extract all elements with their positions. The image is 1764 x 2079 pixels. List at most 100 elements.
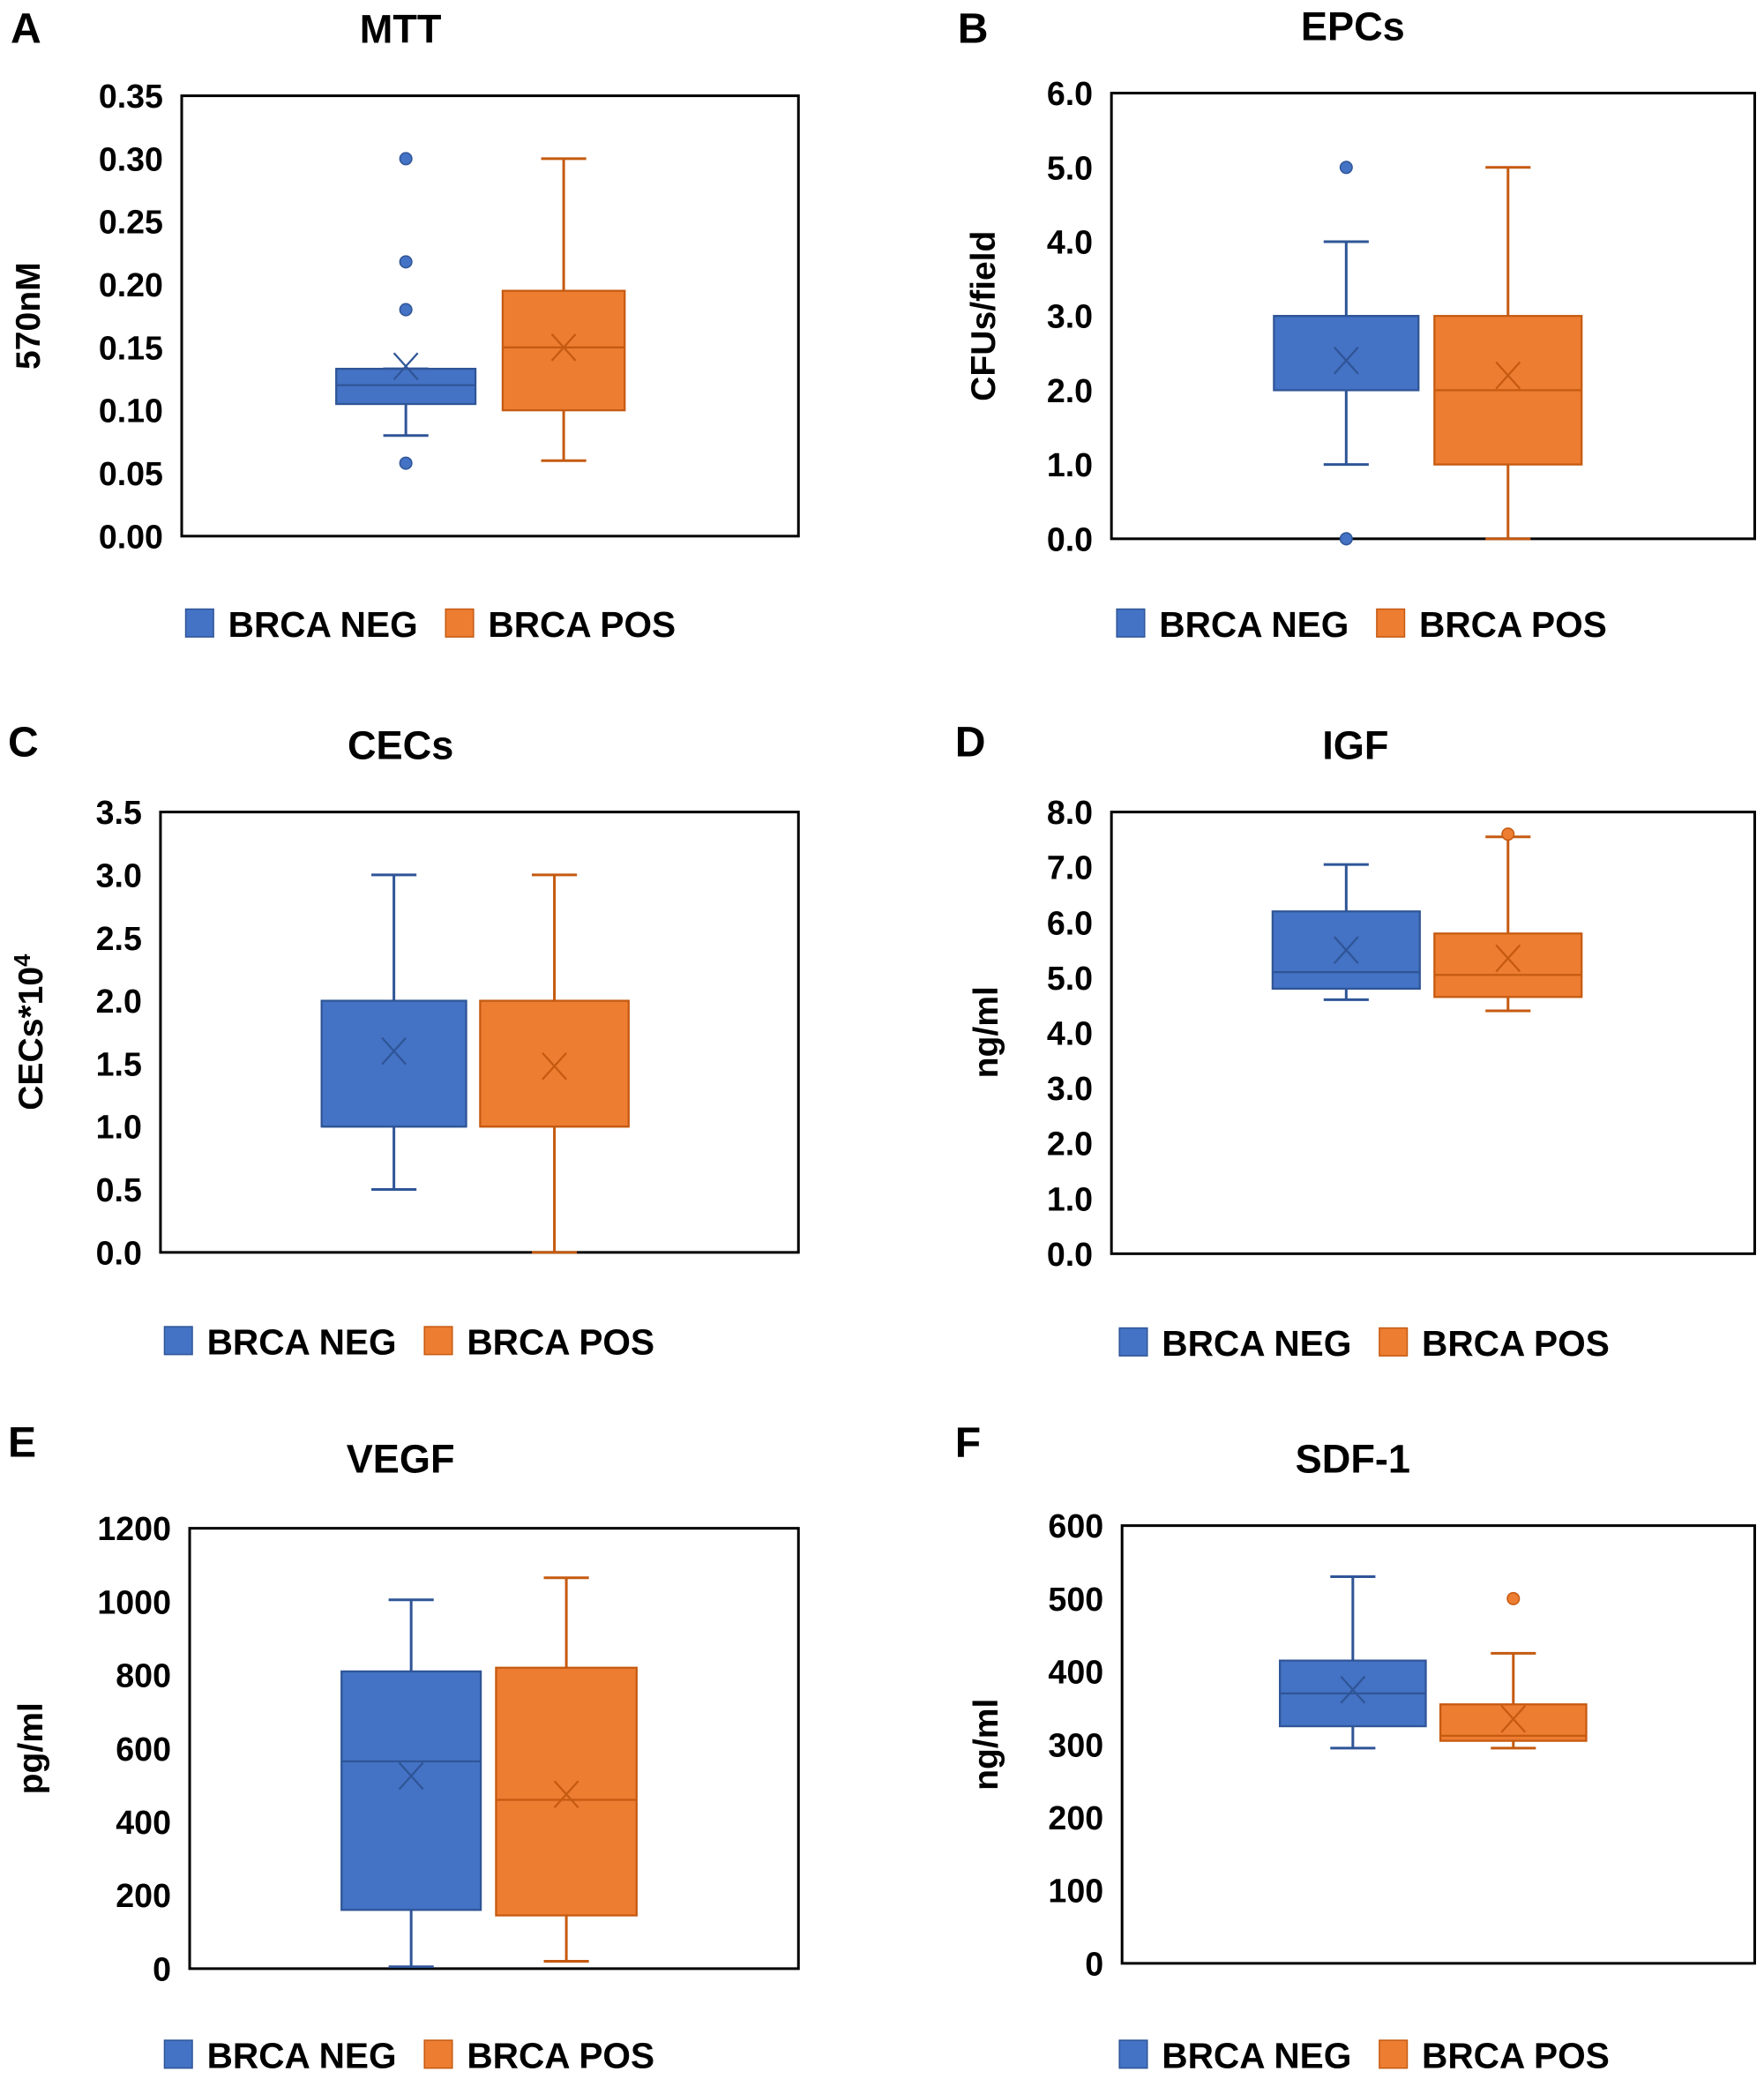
panel-letter: C bbox=[8, 718, 39, 766]
plot-frame bbox=[1110, 92, 1756, 541]
legend-swatch bbox=[1379, 2039, 1409, 2069]
y-axis-label: CECs*104 bbox=[11, 953, 50, 1111]
legend-swatch bbox=[1379, 1327, 1409, 1357]
y-tick-label: 4.0 bbox=[1047, 1015, 1093, 1052]
iqr-box bbox=[501, 289, 626, 412]
legend-label: BRCA POS bbox=[488, 604, 676, 645]
y-tick-label: 1.0 bbox=[96, 1109, 142, 1146]
legend-swatch bbox=[163, 2039, 193, 2069]
legend-item-brca-neg: BRCA NEG bbox=[163, 1322, 397, 1363]
y-tick-label: 200 bbox=[116, 1877, 171, 1914]
outlier-point bbox=[1501, 827, 1515, 841]
legend-label: BRCA POS bbox=[1422, 1323, 1610, 1364]
mean-marker bbox=[1333, 346, 1359, 375]
y-axis-label: pg/ml bbox=[12, 1702, 50, 1794]
mean-marker bbox=[1495, 361, 1521, 390]
iqr-box bbox=[335, 367, 477, 406]
y-tick-label: 0.20 bbox=[99, 266, 163, 303]
plot-frame bbox=[159, 811, 800, 1254]
y-axis-label: ng/ml bbox=[968, 986, 1005, 1078]
y-tick-label: 800 bbox=[116, 1657, 171, 1694]
y-axis-label: CFUs/field bbox=[965, 231, 1003, 401]
y-tick-label: 200 bbox=[1048, 1799, 1103, 1836]
y-tick-label: 6.0 bbox=[1047, 904, 1093, 941]
panel-letter: B bbox=[958, 4, 989, 52]
y-tick-label: 8.0 bbox=[1047, 794, 1093, 831]
box-brca-pos bbox=[1439, 1591, 1588, 1750]
legend-item-brca-neg: BRCA NEG bbox=[163, 2036, 397, 2076]
plot-frame bbox=[188, 1527, 800, 1971]
y-tick-label: 6.0 bbox=[1047, 75, 1093, 112]
panel-letter: F bbox=[955, 1418, 981, 1466]
y-axis-label-superscript: 4 bbox=[11, 953, 35, 967]
legend-label: BRCA NEG bbox=[1159, 604, 1349, 645]
mean-marker bbox=[1333, 936, 1359, 964]
legend-label: BRCA POS bbox=[1419, 604, 1607, 645]
chart-title: EPCs bbox=[1301, 4, 1405, 49]
panel-E: E VEGF pg/ml 0 200 400 600 800 1000 1200 BRCA NEG B… bbox=[8, 1418, 800, 2076]
y-tick-label: 400 bbox=[116, 1804, 171, 1841]
y-axis-label: ng/ml bbox=[968, 1699, 1005, 1791]
outlier-point bbox=[1506, 1591, 1521, 1605]
outlier-point bbox=[399, 456, 413, 470]
y-tick-label: 5.0 bbox=[1047, 960, 1093, 997]
outlier-point bbox=[1339, 161, 1353, 175]
chart-title: CECs bbox=[348, 722, 453, 767]
y-tick-label: 500 bbox=[1048, 1581, 1103, 1618]
iqr-box bbox=[320, 999, 467, 1128]
y-tick-label: 2.0 bbox=[96, 983, 142, 1020]
y-tick-label: 3.0 bbox=[1047, 1070, 1093, 1107]
mean-marker bbox=[398, 1761, 424, 1791]
y-tick-label: 0.10 bbox=[99, 393, 163, 430]
mean-marker bbox=[1495, 944, 1521, 973]
iqr-box bbox=[1433, 932, 1583, 998]
y-tick-label: 1200 bbox=[97, 1510, 171, 1547]
legend-label: BRCA POS bbox=[1422, 2036, 1610, 2076]
legend-label: BRCA NEG bbox=[1162, 1323, 1351, 1364]
mean-marker bbox=[392, 352, 419, 381]
y-tick-label: 7.0 bbox=[1047, 849, 1093, 886]
iqr-box bbox=[340, 1670, 482, 1911]
y-tick-label: 2.5 bbox=[96, 920, 142, 957]
legend-item-brca-neg: BRCA NEG bbox=[184, 604, 418, 645]
legend-label: BRCA POS bbox=[467, 1322, 654, 1363]
legend-label: BRCA NEG bbox=[1162, 2036, 1351, 2076]
plot-frame bbox=[180, 94, 800, 538]
y-tick-label: 0.30 bbox=[99, 140, 163, 177]
legend-swatch bbox=[445, 608, 475, 638]
panel-letter: D bbox=[955, 718, 986, 766]
y-tick-label: 1.0 bbox=[1047, 446, 1093, 483]
y-tick-label: 400 bbox=[1048, 1654, 1103, 1691]
legend-item-brca-neg: BRCA NEG bbox=[1118, 1323, 1351, 1364]
mean-marker bbox=[550, 333, 577, 362]
plot-frame bbox=[1120, 1524, 1756, 1965]
mean-marker bbox=[1500, 1705, 1527, 1733]
outlier-point bbox=[399, 152, 413, 166]
y-tick-label: 2.0 bbox=[1047, 1126, 1093, 1163]
panel-F: F SDF-1 ng/ml 0 100 200 300 400 500 600 BRCA NEG BR… bbox=[955, 1418, 1756, 2076]
box-brca-neg bbox=[335, 152, 477, 470]
legend-label: BRCA NEG bbox=[228, 604, 418, 645]
chart-title: VEGF bbox=[347, 1436, 455, 1481]
panel-B: B EPCs CFUs/field 0.0 1.0 2.0 3.0 4.0 5.0 6.0 BRCA… bbox=[958, 4, 1756, 645]
outlier-point bbox=[399, 303, 413, 317]
box-brca-pos bbox=[1433, 166, 1583, 541]
legend-swatch bbox=[184, 608, 214, 638]
mean-marker bbox=[542, 1051, 567, 1081]
chart-title: MTT bbox=[360, 6, 442, 51]
outlier-point bbox=[399, 255, 413, 269]
outlier-point bbox=[1339, 532, 1353, 546]
panel-C: C CECs CECs*104 0.0 0.5 1.0 1.5 2.0 2.5 3.0 3.5 BRC… bbox=[8, 718, 800, 1363]
chart-title: SDF-1 bbox=[1296, 1436, 1410, 1481]
panel-letter: E bbox=[8, 1418, 36, 1466]
legend-item-brca-pos: BRCA POS bbox=[423, 2036, 654, 2076]
legend-item-brca-pos: BRCA POS bbox=[1379, 1323, 1610, 1364]
y-tick-label: 1.5 bbox=[96, 1045, 142, 1082]
y-axis-label: 570nM bbox=[10, 262, 48, 370]
legend-swatch bbox=[423, 1326, 453, 1356]
y-tick-label: 1000 bbox=[97, 1583, 171, 1620]
box-brca-neg bbox=[1273, 161, 1420, 546]
y-tick-label: 600 bbox=[1048, 1507, 1103, 1544]
y-tick-label: 0.0 bbox=[1047, 1236, 1093, 1273]
